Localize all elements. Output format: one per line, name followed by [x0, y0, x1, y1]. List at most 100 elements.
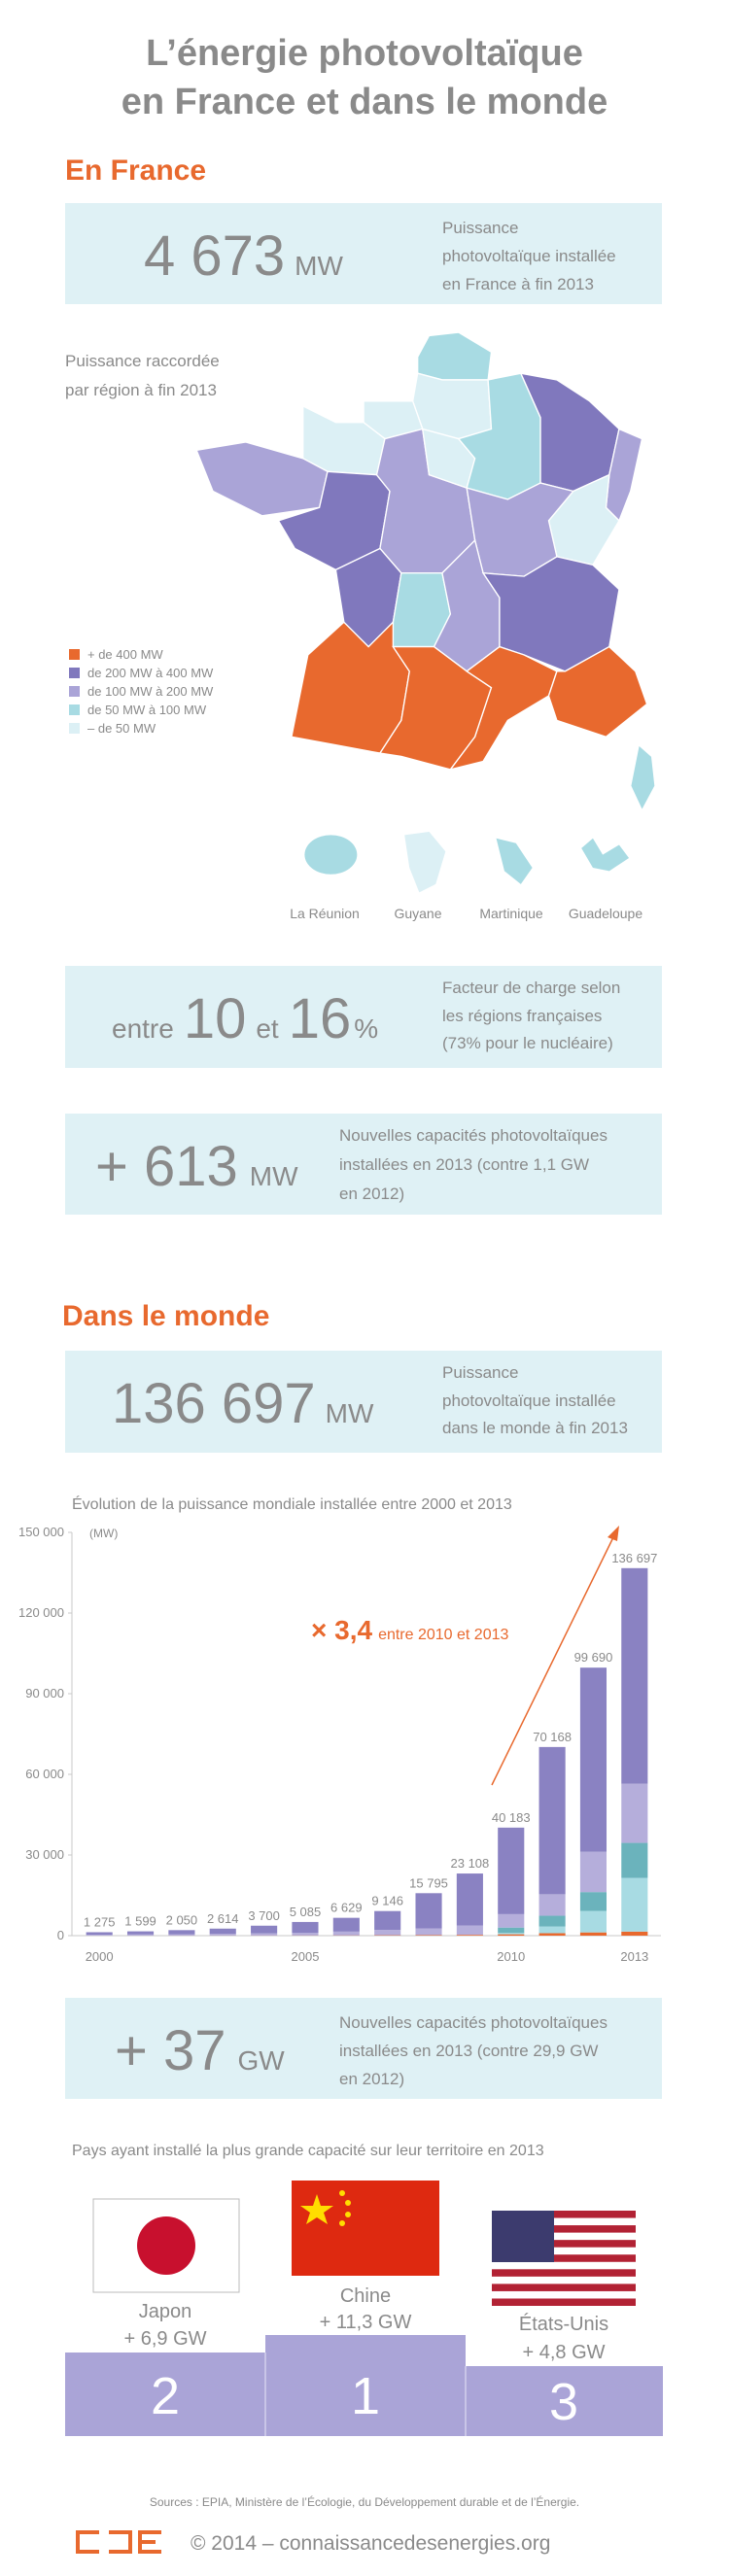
- logo-part: [140, 2532, 161, 2552]
- bar-segment: [580, 1892, 607, 1910]
- bar-segment: [333, 1932, 360, 1936]
- legend-label: + de 400 MW: [87, 647, 163, 662]
- region: [631, 745, 655, 810]
- stat-unit: MW: [295, 251, 343, 281]
- overseas-shape: [404, 832, 445, 892]
- bar-segment: [539, 1894, 566, 1915]
- bar-segment: [210, 1934, 236, 1936]
- overseas-label: Guyane: [394, 906, 441, 921]
- chart-title: Évolution de la puissance mondiale insta…: [72, 1494, 512, 1513]
- stat-unit: MW: [326, 1398, 374, 1428]
- y-tick-label: 120 000: [18, 1605, 64, 1620]
- legend-swatch: [69, 686, 80, 697]
- stat-number: + 613: [95, 1135, 238, 1198]
- bar-segment: [415, 1935, 441, 1936]
- bar-segment: [87, 1932, 113, 1935]
- bar-segment: [415, 1893, 441, 1928]
- flag-usa-canton: [492, 2211, 554, 2262]
- y-tick-label: 30 000: [25, 1847, 64, 1862]
- section-heading: En France: [65, 155, 206, 187]
- flag-japan-disc: [137, 2216, 195, 2275]
- stripe: [492, 2298, 636, 2306]
- stripe: [492, 2284, 636, 2291]
- stat-text: entre: [112, 1013, 174, 1044]
- stat-description: en France à fin 2013: [442, 275, 594, 293]
- map-caption: Puissance raccordée: [65, 352, 220, 370]
- country-name: Japon: [139, 2301, 192, 2322]
- bar-segment: [498, 1914, 524, 1928]
- rank-number: 3: [549, 2373, 578, 2431]
- total-label: 9 146: [371, 1894, 403, 1908]
- rank-number: 1: [351, 2367, 380, 2425]
- flag-china-star: [345, 2200, 351, 2206]
- bar-segment: [580, 1852, 607, 1893]
- x-tick-label: 2013: [620, 1949, 648, 1964]
- flag-usa: [492, 2211, 636, 2306]
- stat-description: Facteur de charge selon: [442, 979, 620, 997]
- country-name: États-Unis: [519, 2313, 608, 2335]
- bar-segment: [457, 1935, 483, 1936]
- total-label: 1 275: [84, 1914, 116, 1929]
- total-label: 136 697: [611, 1551, 657, 1565]
- stat-unit: GW: [238, 2045, 286, 2076]
- bar-segment: [498, 1935, 524, 1936]
- total-label: 15 795: [409, 1875, 448, 1890]
- bar-segment: [292, 1933, 318, 1936]
- stat-description: Puissance: [442, 1363, 518, 1382]
- map-caption: par région à fin 2013: [65, 381, 217, 399]
- stat-number: 10: [184, 987, 247, 1050]
- legend-label: de 200 MW à 400 MW: [87, 666, 214, 680]
- flag-china-star: [339, 2190, 345, 2196]
- bar-segment: [127, 1935, 154, 1936]
- x-tick-label: 2005: [292, 1949, 320, 1964]
- overseas-label: Guadeloupe: [569, 906, 643, 921]
- france-map: [196, 332, 655, 892]
- bar-segment: [539, 1927, 566, 1934]
- total-label: 2 614: [207, 1911, 239, 1926]
- copyright: © 2014 – connaissancedesenergies.org: [191, 2532, 550, 2555]
- stat-description: Puissance: [442, 219, 518, 237]
- title-line: en France et dans le monde: [122, 82, 608, 122]
- bar-segment: [292, 1922, 318, 1933]
- bar-segment: [621, 1843, 647, 1878]
- bar-segment: [251, 1934, 277, 1936]
- bar-segment: [127, 1932, 154, 1935]
- total-label: 5 085: [290, 1905, 322, 1919]
- bar-segment: [498, 1928, 524, 1934]
- total-label: 3 700: [248, 1908, 280, 1923]
- bar-segment: [457, 1925, 483, 1935]
- legend-swatch: [69, 723, 80, 734]
- stripe: [492, 2269, 636, 2277]
- overseas-label: Martinique: [479, 906, 543, 921]
- stat-description: en 2012): [339, 1185, 404, 1203]
- logo: [78, 2532, 161, 2552]
- bar-segment: [580, 1667, 607, 1851]
- legend-swatch: [69, 704, 80, 715]
- annotation-factor: × 3,4: [311, 1615, 372, 1645]
- y-tick-label: 150 000: [18, 1525, 64, 1539]
- bar-segment: [539, 1934, 566, 1936]
- logo-part: [78, 2532, 99, 2552]
- stat-number: 136 697: [112, 1372, 316, 1435]
- ranking-title: Pays ayant installé la plus grande capac…: [72, 2143, 544, 2159]
- bar-segment: [580, 1933, 607, 1936]
- stat-description: en 2012): [339, 2070, 404, 2088]
- bar-segment: [621, 1878, 647, 1932]
- bar-segment: [374, 1911, 400, 1930]
- total-label: 70 168: [533, 1730, 572, 1744]
- country-name: Chine: [340, 2285, 391, 2307]
- stat-number: 4 673: [144, 224, 285, 288]
- x-tick-label: 2010: [497, 1949, 525, 1964]
- total-label: 40 183: [492, 1810, 531, 1825]
- legend-swatch: [69, 649, 80, 660]
- section-heading: Dans le monde: [62, 1300, 269, 1332]
- flag-china-star: [339, 2220, 345, 2226]
- y-tick-label: 90 000: [25, 1686, 64, 1700]
- bar-segment: [251, 1926, 277, 1934]
- y-tick-label: 0: [57, 1928, 64, 1942]
- country-added: + 6,9 GW: [123, 2328, 206, 2350]
- bar-segment: [374, 1930, 400, 1936]
